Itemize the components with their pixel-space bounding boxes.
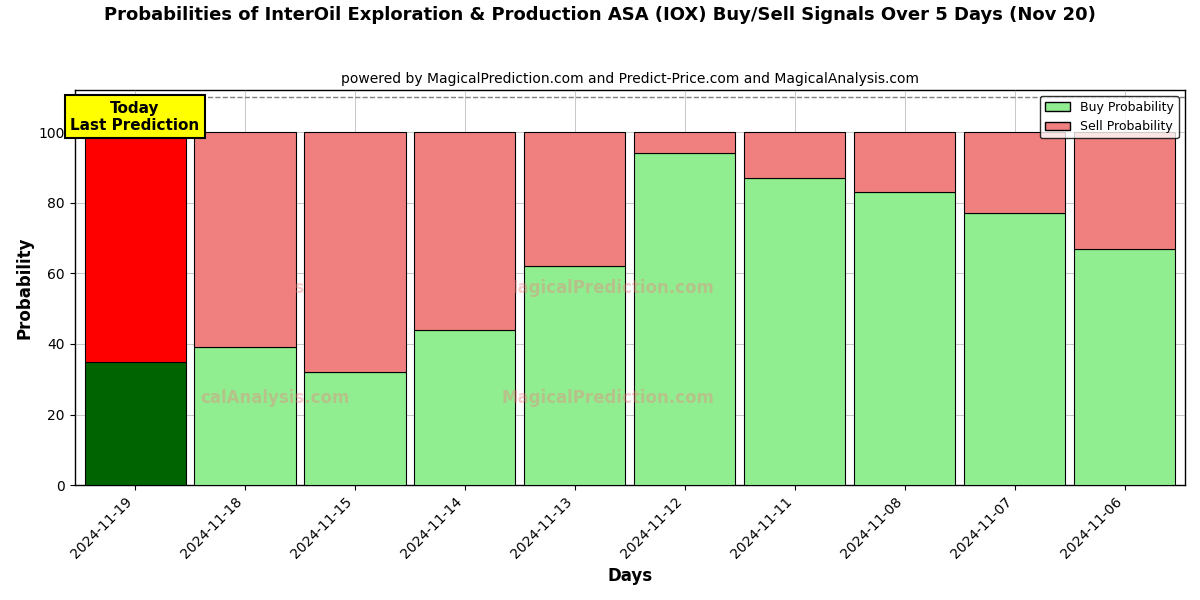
Text: Probabilities of InterOil Exploration & Production ASA (IOX) Buy/Sell Signals Ov: Probabilities of InterOil Exploration & … <box>104 6 1096 24</box>
Bar <box>635 154 736 485</box>
Text: calAnalysis.com: calAnalysis.com <box>200 278 349 296</box>
Bar <box>964 132 1066 214</box>
Bar <box>524 266 625 485</box>
Legend: Buy Probability, Sell Probability: Buy Probability, Sell Probability <box>1040 96 1178 139</box>
Bar <box>635 132 736 154</box>
Bar <box>524 132 625 266</box>
Text: MagicalPrediction.com: MagicalPrediction.com <box>502 389 714 407</box>
X-axis label: Days: Days <box>607 567 653 585</box>
Bar <box>744 132 845 178</box>
Y-axis label: Probability: Probability <box>16 236 34 339</box>
Text: calAnalysis.com: calAnalysis.com <box>200 389 349 407</box>
Bar <box>414 132 516 330</box>
Text: MagicalPrediction.com: MagicalPrediction.com <box>502 278 714 296</box>
Bar <box>1074 132 1175 249</box>
Bar <box>1074 249 1175 485</box>
Bar <box>305 372 406 485</box>
Text: Today
Last Prediction: Today Last Prediction <box>71 101 199 133</box>
Bar <box>854 132 955 192</box>
Bar <box>854 192 955 485</box>
Bar <box>194 132 295 347</box>
Bar <box>964 214 1066 485</box>
Bar <box>744 178 845 485</box>
Title: powered by MagicalPrediction.com and Predict-Price.com and MagicalAnalysis.com: powered by MagicalPrediction.com and Pre… <box>341 72 919 86</box>
Bar <box>305 132 406 372</box>
Bar <box>194 347 295 485</box>
Bar <box>414 330 516 485</box>
Bar <box>84 362 186 485</box>
Bar <box>84 132 186 362</box>
